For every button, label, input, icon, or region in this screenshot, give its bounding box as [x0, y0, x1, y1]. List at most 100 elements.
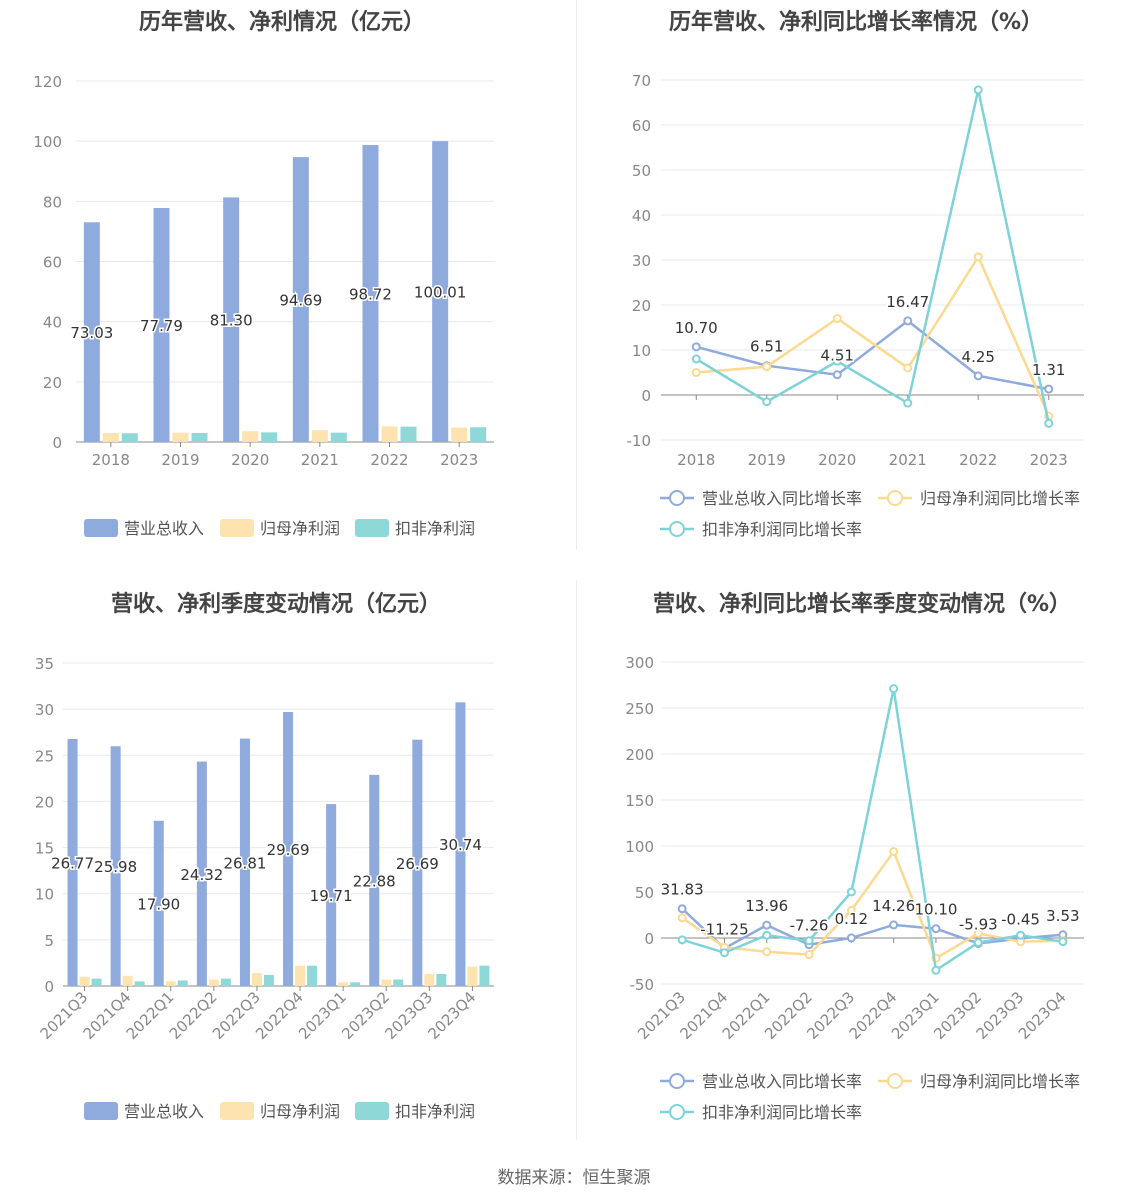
x-tick-label: 2023: [1030, 451, 1068, 469]
y-tick-label: 120: [33, 73, 62, 91]
data-point: [677, 913, 687, 923]
chart-annual-revenue-profit: 历年营收、净利情况（亿元） 0 20 40 60 80 100 120 2018 2019 202…: [0, 0, 576, 560]
bar-revenue: [369, 774, 380, 986]
data-label: 100.01: [414, 284, 467, 302]
legend-marker: [669, 1073, 685, 1089]
data-label: 3.53: [1046, 907, 1079, 925]
y-tick-label: -50: [630, 976, 655, 994]
data-label: 81.30: [210, 312, 253, 330]
x-tick-label: 2022: [959, 451, 997, 469]
x-tick-label: 2020: [818, 451, 856, 469]
x-tick-label: 2020: [231, 451, 269, 469]
data-point: [762, 930, 772, 940]
y-tick-label: 15: [35, 840, 54, 858]
bar-revenue: [153, 820, 164, 986]
data-label: 19.71: [310, 887, 353, 905]
bar-deducted-profit: [191, 432, 208, 442]
x-tick-label: 2023Q4: [424, 988, 479, 1043]
data-point: [719, 948, 729, 958]
data-point: [973, 252, 983, 262]
bar-deducted-profit: [220, 978, 231, 986]
bar-deducted-profit: [470, 427, 487, 442]
x-tick-label: 2019: [161, 451, 199, 469]
series-line: [681, 848, 1063, 961]
data-point: [846, 905, 856, 915]
y-tick-label: 10: [35, 886, 54, 904]
data-label: 77.79: [140, 317, 183, 335]
bar-deducted-profit: [134, 981, 145, 986]
bar-revenue: [292, 157, 309, 442]
bar-deducted-profit: [330, 432, 347, 442]
data-point: [691, 354, 701, 364]
series-line: [696, 254, 1050, 417]
data-point: [846, 887, 856, 897]
bar-deducted-profit: [400, 426, 417, 442]
data-label: 16.47: [886, 293, 929, 311]
data-label: 0.12: [835, 910, 868, 928]
data-label: 24.32: [180, 866, 223, 884]
legend-label: 归母净利润: [260, 519, 340, 538]
x-tick-label: 2019: [748, 451, 786, 469]
chart-plot: -10 0 10 20 30 40 50 60 70 2018 2019 2020 2021 2022 20…: [627, 72, 1084, 539]
bar-revenue: [83, 222, 100, 442]
data-label: 4.25: [962, 348, 995, 366]
data-point: [804, 936, 814, 946]
bar-revenue: [110, 746, 121, 986]
data-point: [889, 847, 899, 857]
legend-swatch: [84, 519, 118, 537]
bar-revenue: [153, 207, 170, 442]
chart-title: 营收、净利季度变动情况（亿元）: [110, 592, 441, 617]
y-tick-label: 20: [35, 793, 54, 811]
data-point: [973, 85, 983, 95]
data-point: [846, 933, 856, 943]
x-tick-label: 2023: [440, 451, 478, 469]
y-tick-label: 0: [644, 930, 654, 948]
data-point: [1058, 937, 1068, 947]
y-tick-label: 150: [625, 792, 654, 810]
x-tick-label: 2022: [370, 451, 408, 469]
y-tick-label: 60: [43, 254, 62, 272]
bar-net-profit: [311, 430, 328, 442]
data-point: [691, 342, 701, 352]
bar-revenue: [432, 141, 449, 442]
data-label: 4.51: [821, 347, 854, 365]
y-tick-label: -10: [627, 432, 652, 450]
y-tick-label: 60: [632, 117, 651, 135]
x-tick-label: 2018: [677, 451, 715, 469]
chart-annual-growth-rate: 历年营收、净利同比增长率情况（%） -10 0 10 20 30 40 50 60 70 2018…: [576, 0, 1148, 560]
data-label: 94.69: [279, 292, 322, 310]
legend-label: 扣非净利润同比增长率: [702, 520, 862, 539]
data-point: [762, 947, 772, 957]
bar-net-profit: [208, 979, 219, 986]
data-point: [804, 950, 814, 960]
data-label: 30.74: [439, 836, 482, 854]
y-tick-label: 35: [35, 655, 54, 673]
bar-net-profit: [79, 976, 90, 986]
bar-deducted-profit: [121, 433, 138, 442]
data-point: [762, 920, 772, 930]
data-point: [762, 397, 772, 407]
data-label: 14.26: [872, 897, 915, 915]
data-point: [931, 965, 941, 975]
y-tick-label: 80: [43, 193, 62, 211]
data-point: [903, 398, 913, 408]
y-tick-label: 0: [52, 434, 62, 452]
data-point: [889, 920, 899, 930]
legend-label: 归母净利润同比增长率: [920, 489, 1080, 508]
legend-label: 营业总收入: [124, 1102, 204, 1121]
x-tick-label: 2021: [889, 451, 927, 469]
data-point: [1044, 418, 1054, 428]
chart-title: 历年营收、净利同比增长率情况（%）: [668, 10, 1044, 35]
data-point: [832, 370, 842, 380]
bar-deducted-profit: [393, 979, 404, 986]
data-label: 17.90: [137, 895, 180, 913]
bar-net-profit: [467, 966, 478, 986]
chart-plot: 0 20 40 60 80 100 120 2018 2019 2020 2021 2022 2023 7…: [33, 73, 494, 538]
bar-revenue: [223, 197, 240, 442]
bar-net-profit: [251, 973, 262, 986]
data-label: 73.03: [70, 324, 113, 342]
y-tick-label: 30: [35, 701, 54, 719]
legend-swatch: [355, 1102, 389, 1120]
bar-net-profit: [165, 981, 176, 986]
legend-label: 营业总收入同比增长率: [702, 1072, 862, 1091]
